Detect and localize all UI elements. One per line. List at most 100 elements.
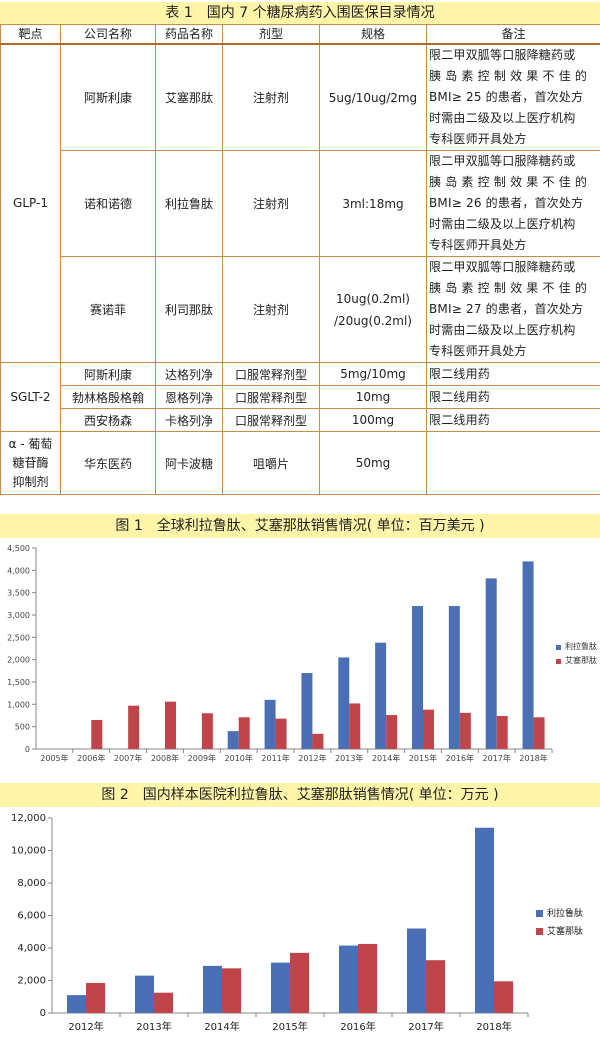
drug-cell: 阿卡波糖 bbox=[155, 431, 223, 495]
bar-liraglutide bbox=[264, 699, 276, 749]
bar-exenatide bbox=[154, 992, 173, 1013]
bar-liraglutide bbox=[375, 642, 387, 749]
bar-exenatide bbox=[533, 717, 545, 749]
x-tick-label: 2016年 bbox=[446, 753, 474, 763]
chart2-domestic-sales: 0 2,000 4,000 6,000 8,000 10,000 12,000 2012年 20… bbox=[11, 813, 583, 1033]
bar-exenatide bbox=[275, 718, 287, 749]
x-tick-label: 2017年 bbox=[483, 753, 511, 763]
form-cell: 口服常释剂型 bbox=[222, 408, 320, 432]
note-line: 时需由二级及以上医疗机构 bbox=[429, 217, 576, 231]
bar-liraglutide bbox=[227, 731, 239, 749]
header-cell: 规格 bbox=[319, 24, 427, 45]
x-tick-label: 2013年 bbox=[335, 753, 363, 763]
note-line: 胰 岛 素 控 制 效 果 不 佳 的 bbox=[429, 281, 588, 295]
bar-liraglutide bbox=[203, 965, 222, 1013]
note-line: 限二甲双胍等口服降糖药或 bbox=[429, 154, 576, 168]
legend-swatch bbox=[556, 659, 561, 664]
bar-exenatide bbox=[312, 733, 324, 749]
table-title: 表 1 国内 7 个糖尿病药入围医保目录情况 bbox=[0, 2, 600, 24]
bar-exenatide bbox=[222, 968, 241, 1013]
bar-exenatide bbox=[426, 960, 445, 1013]
company-cell: 诺和诺德 bbox=[60, 150, 156, 257]
target-cell: GLP-1 bbox=[0, 43, 61, 363]
spec-cell: 10mg bbox=[319, 385, 427, 409]
drug-cell: 利拉鲁肽 bbox=[155, 150, 223, 257]
drug-cell: 利司那肽 bbox=[155, 256, 223, 363]
table-body: GLP-1 阿斯利康 艾塞那肽 注射剂 5ug/10ug/2mg 限二甲双胍等口服降糖药或… bbox=[0, 43, 600, 495]
note-line: 限二甲双胍等口服降糖药或 bbox=[429, 260, 576, 274]
note-line: 专科医师开具处方 bbox=[429, 132, 527, 146]
target-cell: SGLT-2 bbox=[0, 362, 61, 432]
bar-liraglutide bbox=[475, 827, 494, 1013]
company-cell: 阿斯利康 bbox=[60, 362, 156, 386]
x-tick-label: 2017年 bbox=[408, 1020, 443, 1033]
x-tick-label: 2007年 bbox=[114, 753, 142, 763]
table-row: 勃林格殷格翰 恩格列净 口服常释剂型 10mg 限二线用药 bbox=[1, 385, 600, 409]
table-row: GLP-1 阿斯利康 艾塞那肽 注射剂 5ug/10ug/2mg 限二甲双胍等口服降糖药或… bbox=[0, 43, 600, 363]
note-line: 专科医师开具处方 bbox=[429, 238, 527, 252]
x-tick-label: 2005年 bbox=[40, 753, 68, 763]
bar-exenatide bbox=[91, 719, 103, 749]
note-line: 限二线用药 bbox=[429, 389, 491, 404]
drug-cell: 恩格列净 bbox=[155, 385, 223, 409]
company-cell: 西安杨森 bbox=[60, 408, 156, 432]
x-tick-label: 2006年 bbox=[77, 753, 105, 763]
y-tick-label: 1,500 bbox=[7, 678, 30, 687]
y-tick-label: 3,000 bbox=[7, 611, 30, 620]
note-line: 时需由二级及以上医疗机构 bbox=[429, 323, 576, 337]
y-tick-label: 6,000 bbox=[17, 911, 46, 922]
note-line: 限二甲双胍等口服降糖药或 bbox=[429, 48, 576, 62]
bar-exenatide bbox=[128, 705, 140, 749]
note-cell: 限二甲双胍等口服降糖药或胰 岛 素 控 制 效 果 不 佳 的 BMI≥ 26 的… bbox=[426, 150, 600, 257]
bar-exenatide bbox=[459, 712, 471, 749]
company-cell: 阿斯利康 bbox=[60, 43, 156, 151]
company-cell: 赛诺菲 bbox=[60, 256, 156, 363]
chart2-title: 图 2 国内样本医院利拉鲁肽、艾塞那肽销售情况( 单位：万元 ) bbox=[0, 783, 600, 807]
y-tick-label: 4,500 bbox=[7, 544, 30, 553]
spec-cell: 3ml:18mg bbox=[319, 150, 427, 257]
note-cell bbox=[426, 431, 600, 495]
note-cell: 限二线用药 bbox=[426, 362, 600, 386]
table-row: 赛诺菲 利司那肽 注射剂 10ug(0.2ml) /20ug(0.2ml) 限二甲双胍等… bbox=[1, 256, 600, 363]
x-tick-label: 2013年 bbox=[136, 1020, 171, 1033]
header-cell: 备注 bbox=[426, 24, 600, 45]
x-tick-label: 2018年 bbox=[519, 753, 547, 763]
bar-exenatide bbox=[238, 717, 250, 749]
y-tick-label: 500 bbox=[15, 723, 30, 732]
bar-liraglutide bbox=[407, 928, 426, 1013]
table-row: 诺和诺德 利拉鲁肽 注射剂 3ml:18mg 限二甲双胍等口服降糖药或胰 岛 素 控 制… bbox=[1, 150, 600, 257]
x-tick-label: 2010年 bbox=[225, 753, 253, 763]
drug-table: 靶点 公司名称 药品名称 剂型 规格 备注 GLP-1 阿斯利康 艾塞那肽 注射剂 5ug/10u… bbox=[0, 24, 600, 495]
y-tick-label: 0 bbox=[40, 1008, 46, 1019]
y-tick-label: 4,000 bbox=[7, 566, 30, 575]
header-cell: 靶点 bbox=[0, 24, 61, 45]
legend-swatch bbox=[536, 928, 543, 935]
note-line: BMI≥ 25 的患者，首次处方 bbox=[429, 90, 584, 104]
note-cell: 限二甲双胍等口服降糖药或胰 岛 素 控 制 效 果 不 佳 的 BMI≥ 27 的… bbox=[426, 256, 600, 363]
note-line: BMI≥ 26 的患者，首次处方 bbox=[429, 196, 584, 210]
bar-liraglutide bbox=[522, 561, 534, 749]
legend-label: 艾塞那肽 bbox=[547, 925, 583, 937]
spec-cell: 100mg bbox=[319, 408, 427, 432]
bar-exenatide bbox=[165, 701, 176, 749]
drug-cell: 艾塞那肽 bbox=[155, 43, 223, 151]
note-line: BMI≥ 27 的患者，首次处方 bbox=[429, 302, 584, 316]
form-cell: 口服常释剂型 bbox=[222, 385, 320, 409]
x-tick-label: 2015年 bbox=[272, 1020, 307, 1033]
form-cell: 咀嚼片 bbox=[222, 431, 320, 495]
x-tick-label: 2011年 bbox=[261, 753, 289, 763]
note-line: 胰 岛 素 控 制 效 果 不 佳 的 bbox=[429, 175, 588, 189]
note-cell: 限二线用药 bbox=[426, 385, 600, 409]
legend-swatch bbox=[536, 910, 543, 917]
bar-liraglutide bbox=[135, 975, 154, 1013]
bar-liraglutide bbox=[301, 673, 313, 749]
note-line: 胰 岛 素 控 制 效 果 不 佳 的 bbox=[429, 69, 588, 83]
bar-liraglutide bbox=[485, 578, 497, 749]
chart1-title: 图 1 全球利拉鲁肽、艾塞那肽销售情况( 单位：百万美元 ) bbox=[0, 514, 600, 538]
spec-cell: 10ug(0.2ml) /20ug(0.2ml) bbox=[319, 256, 427, 363]
y-tick-label: 3,500 bbox=[7, 589, 30, 598]
y-tick-label: 2,000 bbox=[7, 656, 30, 665]
note-line: 专科医师开具处方 bbox=[429, 344, 527, 358]
note-cell: 限二线用药 bbox=[426, 408, 600, 432]
x-tick-label: 2015年 bbox=[409, 753, 437, 763]
